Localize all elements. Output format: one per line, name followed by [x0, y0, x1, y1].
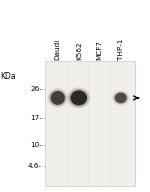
Bar — [45, 61, 135, 186]
Text: MCF7: MCF7 — [97, 40, 103, 60]
Ellipse shape — [70, 90, 87, 105]
Text: Daudi: Daudi — [55, 38, 61, 60]
Text: 10-: 10- — [30, 142, 42, 148]
Ellipse shape — [51, 91, 65, 105]
Ellipse shape — [48, 88, 68, 108]
Text: 26-: 26- — [30, 86, 42, 92]
Text: K562: K562 — [76, 41, 82, 60]
Text: 4.6-: 4.6- — [28, 163, 42, 169]
Ellipse shape — [67, 87, 90, 108]
Ellipse shape — [114, 92, 128, 104]
Ellipse shape — [49, 90, 66, 106]
Ellipse shape — [69, 89, 89, 107]
Text: THP-1: THP-1 — [118, 38, 124, 60]
Ellipse shape — [115, 93, 127, 103]
Text: 17-: 17- — [30, 115, 42, 121]
Ellipse shape — [112, 91, 129, 105]
Text: KDa: KDa — [0, 72, 16, 81]
